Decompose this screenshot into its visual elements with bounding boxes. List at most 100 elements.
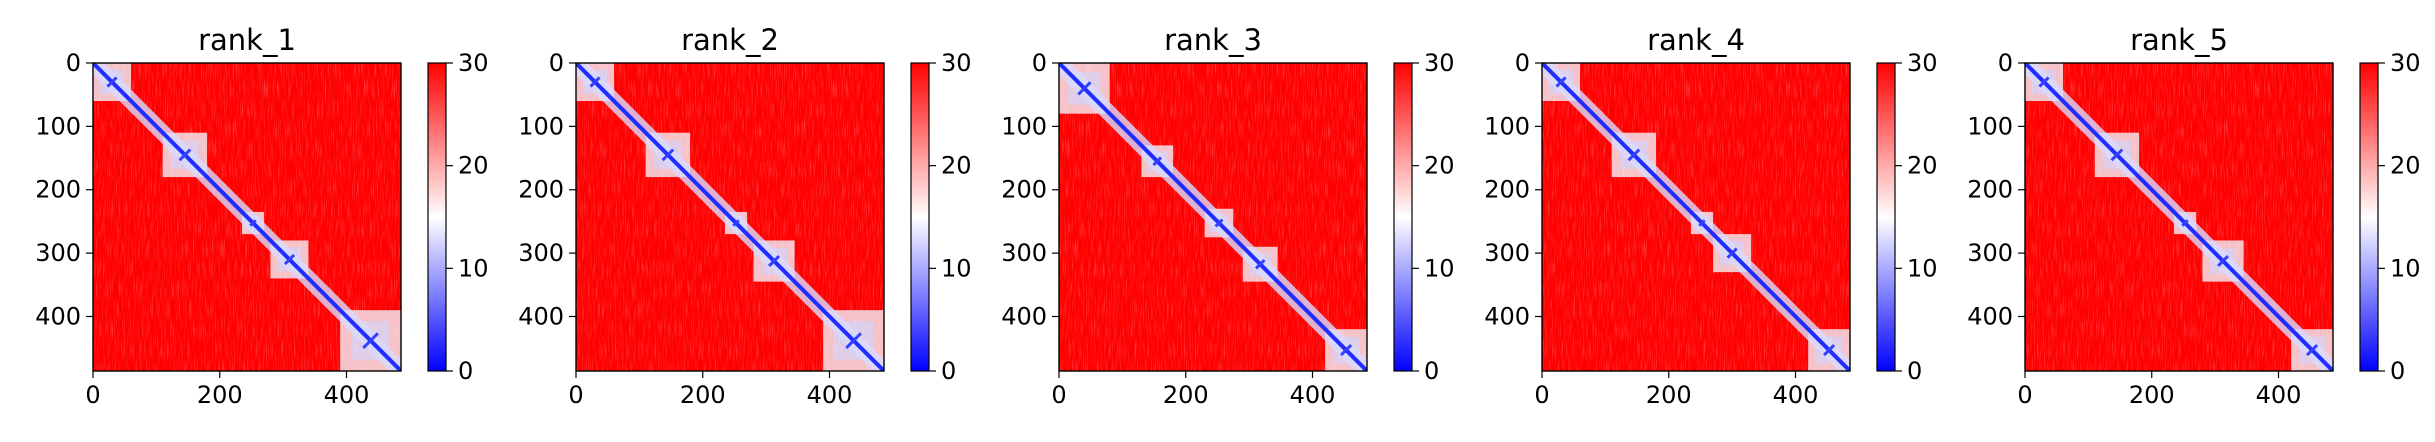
colorbar [1393, 62, 1413, 372]
diagonal-line [1542, 63, 1850, 371]
heatmap-panel: rank_2 0 100 200 300 400 0 200 400 0 10 20 30 [518, 23, 971, 409]
y-tick-label: 300 [35, 239, 81, 267]
heatmap-image [93, 63, 401, 371]
diagonal-line [2025, 63, 2333, 371]
plot-frame [92, 62, 402, 372]
y-tick-label: 200 [35, 176, 81, 204]
y-tick-label: 400 [35, 302, 81, 330]
panel-title: rank_1 [198, 23, 296, 57]
diagonal-cross [2110, 148, 2124, 162]
x-tick-label: 400 [324, 381, 370, 409]
colorbar [910, 62, 930, 372]
colorbar-tick-label: 0 [458, 357, 473, 385]
colorbar-tick-label: 0 [1907, 357, 1922, 385]
plot-frame [1541, 62, 1851, 372]
diagonal-cross [1254, 258, 1266, 270]
y-tick-label: 300 [1001, 239, 1047, 267]
y-tick-label: 200 [1967, 176, 2013, 204]
diagonal-cross [1152, 156, 1163, 167]
plot-frame [1058, 62, 1368, 372]
x-tick-label: 200 [680, 381, 726, 409]
panel-title: rank_4 [1647, 23, 1745, 57]
diagonal-cross [1726, 247, 1738, 259]
x-tick-label: 0 [1051, 381, 1066, 409]
diagonal-cross [768, 255, 781, 268]
y-tick-label: 0 [1998, 49, 2013, 77]
colorbar-tick-label: 30 [2390, 49, 2421, 77]
heatmap-panel: rank_5 0 100 200 300 400 0 200 400 0 10 20 30 [1967, 23, 2420, 409]
diagonal-cross [1627, 148, 1641, 162]
diagonal-cross [661, 148, 675, 162]
y-tick-label: 300 [518, 239, 564, 267]
colorbar-tick-label: 0 [1424, 357, 1439, 385]
colorbar-tick-label: 10 [2390, 254, 2421, 282]
diagonal-cross [2306, 344, 2319, 357]
x-tick-label: 200 [2129, 381, 2175, 409]
y-tick-label: 400 [1001, 302, 1047, 330]
panel-title: rank_2 [681, 23, 779, 57]
colorbar-tick-label: 30 [1424, 49, 1455, 77]
y-tick-label: 400 [1484, 302, 1530, 330]
colorbar-tick-label: 20 [1424, 152, 1455, 180]
diagonal-cross [845, 332, 862, 349]
y-tick-label: 100 [518, 112, 564, 140]
y-tick-label: 100 [1484, 112, 1530, 140]
diagonal-cross [178, 148, 192, 162]
x-tick-label: 0 [2017, 381, 2032, 409]
diagonal-line [93, 63, 401, 371]
colorbar-tick-label: 0 [941, 357, 956, 385]
y-tick-label: 100 [1001, 112, 1047, 140]
y-tick-label: 0 [1515, 49, 1530, 77]
diagonal-cross [1077, 81, 1092, 96]
heatmap-image [576, 63, 884, 371]
diagonal-cross [589, 76, 601, 88]
colorbar-tick-label: 30 [1907, 49, 1938, 77]
y-tick-label: 200 [1001, 176, 1047, 204]
colorbar-tick-label: 20 [458, 152, 489, 180]
colorbar-tick-label: 0 [2390, 357, 2405, 385]
colorbar-tick-label: 10 [941, 254, 972, 282]
y-tick-label: 400 [518, 302, 564, 330]
diagonal-line [1059, 63, 1367, 371]
y-tick-label: 0 [1032, 49, 1047, 77]
x-tick-label: 400 [2256, 381, 2302, 409]
heatmap-image [1542, 63, 1850, 371]
colorbar [427, 62, 447, 372]
diagonal-cross [2181, 219, 2189, 227]
diagonal-cross [2217, 255, 2230, 268]
diagonal-cross [1340, 344, 1353, 357]
y-tick-label: 300 [1967, 239, 2013, 267]
y-tick-label: 0 [549, 49, 564, 77]
y-tick-label: 100 [35, 112, 81, 140]
x-tick-label: 400 [807, 381, 853, 409]
diagonal-line [576, 63, 884, 371]
x-tick-label: 200 [1163, 381, 1209, 409]
heatmap-panel: rank_1 0 100 200 300 400 0 200 400 0 10 20 30 [35, 23, 488, 409]
x-tick-label: 400 [1290, 381, 1336, 409]
heatmap-image [2025, 63, 2333, 371]
colorbar-tick-label: 10 [458, 254, 489, 282]
colorbar-tick-label: 10 [1907, 254, 1938, 282]
x-tick-label: 200 [1646, 381, 1692, 409]
colorbar-tick-label: 30 [458, 49, 489, 77]
diagonal-cross [1698, 219, 1706, 227]
heatmap-image [1059, 63, 1367, 371]
diagonal-cross [1823, 344, 1836, 357]
y-tick-label: 200 [1484, 176, 1530, 204]
colorbar [1876, 62, 1896, 372]
panel-title: rank_3 [1164, 23, 1262, 57]
diagonal-cross [1555, 76, 1567, 88]
plot-frame [575, 62, 885, 372]
diagonal-cross [283, 253, 296, 266]
x-tick-label: 0 [568, 381, 583, 409]
y-tick-label: 100 [1967, 112, 2013, 140]
diagonal-cross [249, 219, 257, 227]
y-tick-label: 200 [518, 176, 564, 204]
diagonal-cross [732, 219, 740, 227]
heatmap-panel: rank_4 0 100 200 300 400 0 200 400 0 10 20 30 [1484, 23, 1937, 409]
colorbar [2359, 62, 2379, 372]
y-tick-label: 400 [1967, 302, 2013, 330]
y-tick-label: 300 [1484, 239, 1530, 267]
